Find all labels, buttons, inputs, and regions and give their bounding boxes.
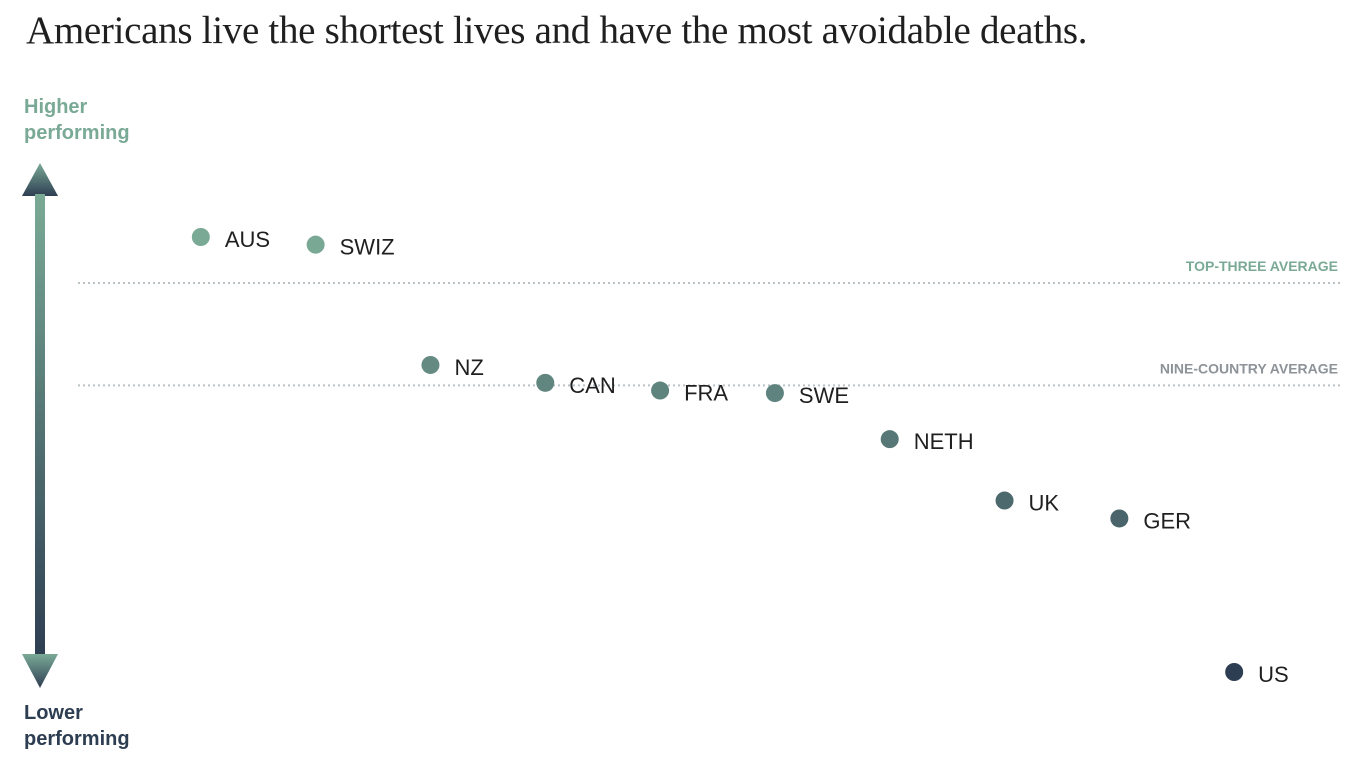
point-nz	[421, 355, 440, 374]
point-label-neth: NETH	[914, 429, 974, 454]
axis-label-lower: Lower performing	[24, 702, 130, 750]
point-label-swe: SWE	[799, 383, 849, 408]
point-uk	[995, 491, 1014, 510]
point-label-us: US	[1258, 662, 1289, 687]
axis-label-higher: Higher performing	[24, 96, 130, 144]
point-aus	[191, 228, 210, 246]
point-ger	[1110, 509, 1129, 528]
point-us	[1225, 663, 1244, 681]
arrow-head-up	[22, 163, 58, 196]
reference-label-nine-country: NINE-COUNTRY AVERAGE	[1160, 360, 1338, 376]
point-label-swiz: SWIZ	[340, 235, 395, 260]
point-fra	[651, 381, 670, 400]
point-label-can: CAN	[569, 373, 615, 398]
reference-label-top-three: TOP-THREE AVERAGE	[1186, 258, 1338, 274]
point-label-uk: UK	[1029, 491, 1060, 516]
point-label-ger: GER	[1143, 508, 1191, 533]
point-neth	[880, 430, 899, 449]
data-points: AUS SWIZ NZ CAN FRA SWE NETH UK GER US	[191, 227, 1289, 687]
performance-arrow	[22, 163, 58, 688]
point-label-aus: AUS	[225, 227, 270, 252]
point-label-fra: FRA	[684, 381, 728, 406]
arrow-head-down	[22, 654, 58, 688]
reference-lines: TOP-THREE AVERAGE NINE-COUNTRY AVERAGE	[78, 258, 1341, 387]
point-can	[536, 373, 555, 392]
point-swiz	[306, 235, 325, 254]
point-label-nz: NZ	[454, 355, 483, 380]
chart-title: Americans live the shortest lives and ha…	[26, 9, 1088, 52]
point-swe	[765, 384, 784, 403]
arrow-shaft	[35, 194, 45, 656]
